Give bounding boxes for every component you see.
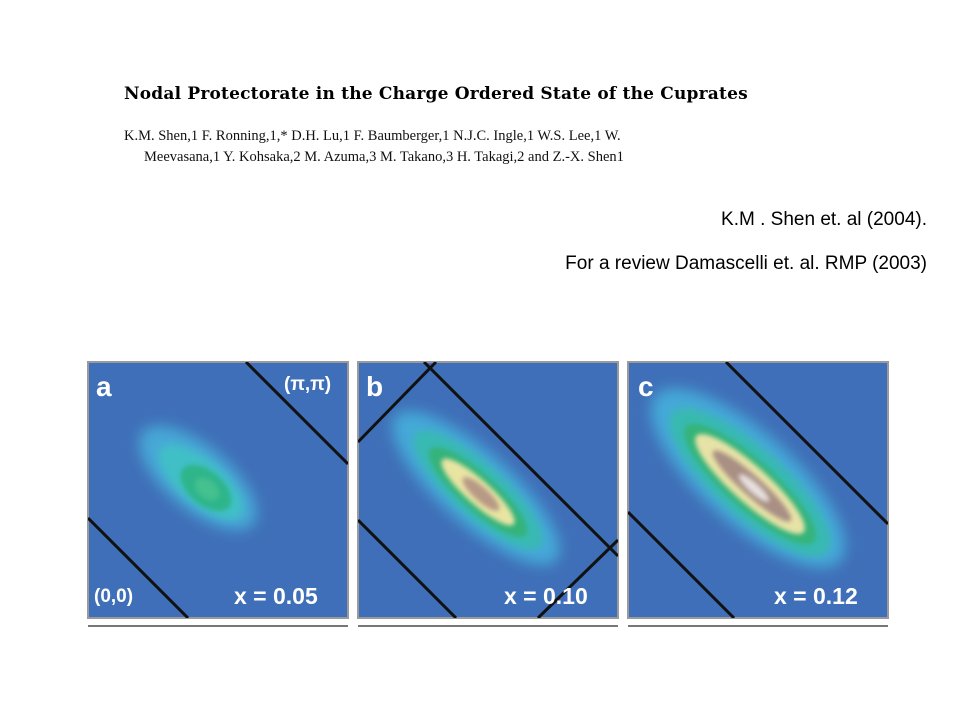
panel-a-corner-pi: (π,π) (284, 374, 331, 395)
panel-b-intensity-map (358, 362, 618, 618)
panel-b: b x = 0.10 (357, 361, 619, 619)
authors-line-1: K.M. Shen,1 F. Ronning,1,* D.H. Lu,1 F. … (124, 128, 621, 144)
paper-authors: K.M. Shen,1 F. Ronning,1,* D.H. Lu,1 F. … (124, 126, 764, 168)
paper-header: Nodal Protectorate in the Charge Ordered… (118, 84, 768, 176)
authors-line-2: Meevasana,1 Y. Kohsaka,2 M. Azuma,3 M. T… (144, 149, 624, 165)
panel-c-letter: c (638, 371, 654, 402)
arpes-figure-svg: a (π,π) (0,0) x = 0.05 b x = 0.10 (87, 361, 889, 627)
paper-title: Nodal Protectorate in the Charge Ordered… (124, 84, 748, 104)
panel-a-corner-origin: (0,0) (94, 586, 133, 607)
citation-review: For a review Damascelli et. al. RMP (200… (565, 253, 927, 274)
panel-c-intensity-map (628, 362, 888, 618)
panel-a-letter: a (96, 371, 112, 402)
citation-shen: K.M . Shen et. al (2004). (721, 209, 927, 230)
panel-a-intensity-map (88, 362, 348, 618)
panel-b-letter: b (366, 371, 383, 402)
panel-b-doping-label: x = 0.10 (504, 583, 588, 609)
panel-c-doping-label: x = 0.12 (774, 583, 858, 609)
panel-a: a (π,π) (0,0) x = 0.05 (87, 361, 349, 619)
panel-c: c x = 0.12 (627, 361, 889, 619)
panel-a-doping-label: x = 0.05 (234, 583, 318, 609)
arpes-figure: a (π,π) (0,0) x = 0.05 b x = 0.10 (86, 360, 892, 632)
